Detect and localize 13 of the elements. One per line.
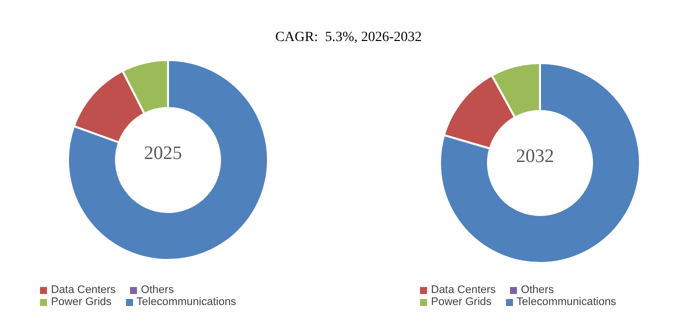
legend-label: Data Centers <box>51 284 116 296</box>
legend-label: Data Centers <box>431 284 496 296</box>
legend-label: Others <box>520 284 554 296</box>
legend-label: Telecommunications <box>136 296 236 308</box>
legend-label: Others <box>140 284 174 296</box>
text: 2025 <box>143 143 183 165</box>
text: CAGR: 5.3%, 2026-2032 <box>274 30 423 46</box>
donut-slice <box>67 59 269 261</box>
legend-label: Telecommunications <box>516 296 616 308</box>
donut-slice <box>439 62 641 264</box>
legend-label: Power Grids <box>51 296 112 308</box>
text: 2032 <box>515 146 555 168</box>
legend-label: Power Grids <box>431 296 492 308</box>
